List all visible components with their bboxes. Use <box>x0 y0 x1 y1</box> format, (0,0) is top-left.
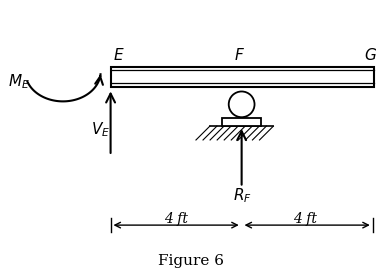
Text: $F$: $F$ <box>234 47 245 63</box>
Text: $M_E$: $M_E$ <box>8 72 30 91</box>
Bar <box>111 67 374 86</box>
Text: $R_F$: $R_F$ <box>233 186 252 205</box>
Text: $G$: $G$ <box>364 47 377 63</box>
Bar <box>222 118 262 126</box>
Text: 4 ft: 4 ft <box>293 212 317 226</box>
Text: Figure 6: Figure 6 <box>158 254 224 268</box>
Text: $V_E$: $V_E$ <box>91 121 110 139</box>
Text: $E$: $E$ <box>113 47 124 63</box>
Text: 4 ft: 4 ft <box>164 212 188 226</box>
Circle shape <box>229 91 254 117</box>
